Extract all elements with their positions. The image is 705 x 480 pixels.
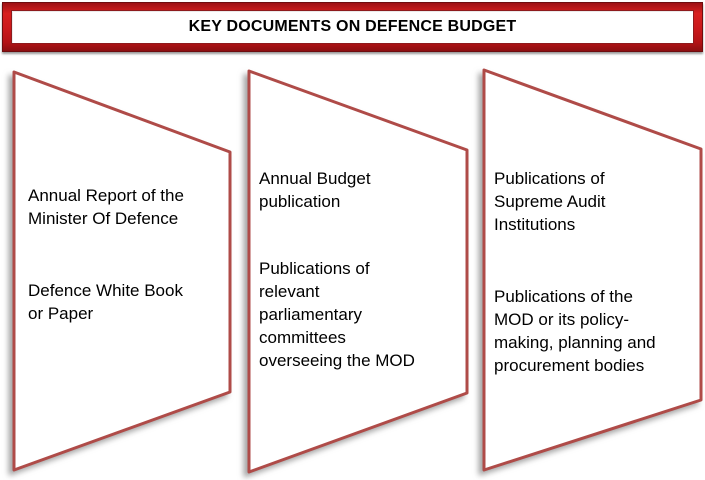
- banner-shape-2: [247, 69, 469, 474]
- page-title: KEY DOCUMENTS ON DEFENCE BUDGET: [188, 18, 517, 35]
- title-banner: KEY DOCUMENTS ON DEFENCE BUDGET: [12, 11, 693, 43]
- banner-3-paragraph-2: Publications of the MOD or its policy- m…: [494, 287, 656, 375]
- banner-3-paragraph-1: Publications of Supreme Audit Institutio…: [494, 169, 606, 234]
- title-banner-frame: KEY DOCUMENTS ON DEFENCE BUDGET: [2, 2, 703, 52]
- banner-1-paragraph-2: Defence White Book or Paper: [28, 281, 183, 323]
- banner-shape-3: [482, 68, 703, 472]
- banner-2-paragraph-1: Annual Budget publication: [259, 169, 371, 211]
- banner-2-paragraph-2: Publications of relevant parliamentary c…: [259, 259, 415, 370]
- banner-shape-1: [12, 70, 232, 472]
- banner-1-paragraph-1: Annual Report of the Minister Of Defence: [28, 186, 184, 228]
